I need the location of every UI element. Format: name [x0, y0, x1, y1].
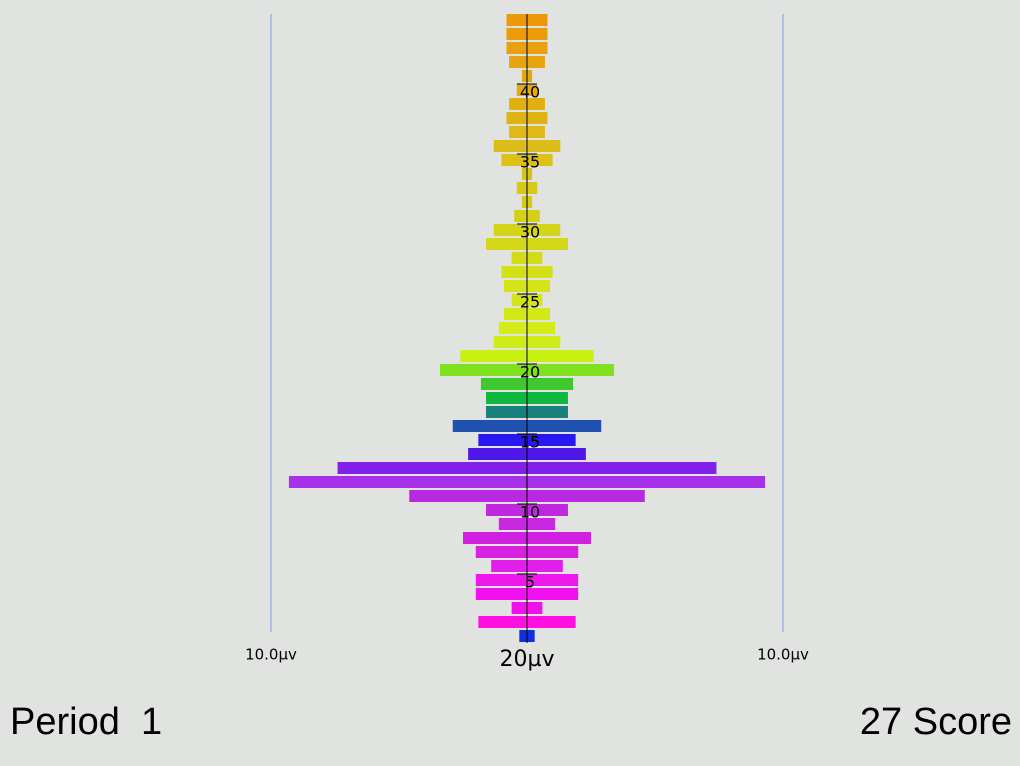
y-tick-label: 40	[520, 83, 540, 102]
y-tick-label: 5	[525, 573, 535, 592]
y-tick-label: 35	[520, 153, 540, 172]
score-label: 27 Score	[860, 701, 1012, 743]
y-tick-label: 30	[520, 223, 540, 242]
y-tick-label: 25	[520, 293, 540, 312]
x-tick-label: 10.0µv	[245, 646, 297, 664]
x-axis-label: 20µv	[499, 647, 554, 672]
period-label: Period 1	[10, 701, 162, 743]
y-tick-label: 10	[520, 503, 540, 522]
y-tick-label: 15	[520, 433, 540, 452]
x-tick-label: 10.0µv	[757, 646, 809, 664]
y-tick-label: 20	[520, 363, 540, 382]
